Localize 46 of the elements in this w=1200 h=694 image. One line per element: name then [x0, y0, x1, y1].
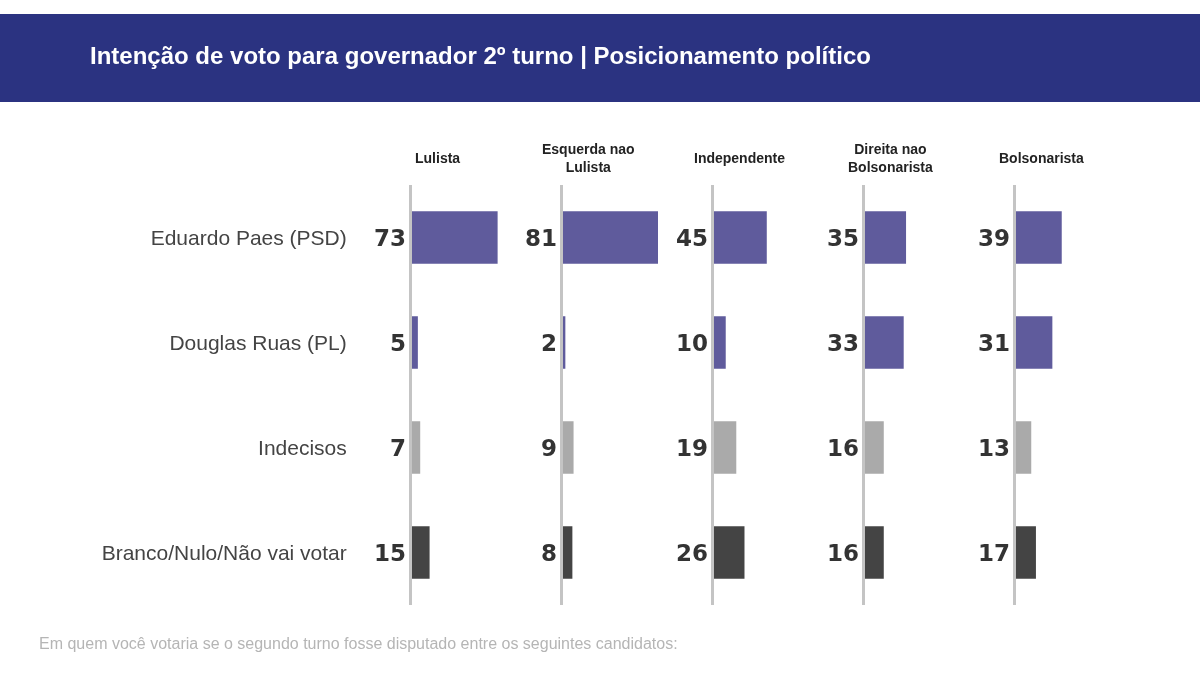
bar [412, 421, 421, 474]
chart-title: Bolsonarista [999, 150, 1085, 166]
bar [1016, 526, 1036, 579]
data-label: 35 [827, 225, 860, 251]
data-label: 39 [978, 225, 1011, 251]
data-label: 33 [827, 330, 860, 356]
y-tick-label: Douglas Ruas (PL) [169, 330, 347, 354]
bar [714, 526, 745, 579]
y-tick-label: Branco/Nulo/Não vai votar [101, 540, 347, 564]
text: Em quem você votaria se o segundo turno fosse disputado entre os seguintes candidatos: [39, 635, 678, 652]
y-tick-label: Indecisos [258, 435, 347, 459]
data-label: 45 [676, 225, 709, 251]
chart-title: Lulista [415, 150, 461, 166]
bar [412, 526, 430, 579]
data-label: 16 [827, 540, 860, 566]
text: Intenção de voto para governador 2º turno | Posicionamento político [90, 42, 871, 70]
bar [412, 211, 498, 264]
data-label: 2 [541, 330, 558, 356]
data-label: 13 [978, 435, 1011, 461]
data-label: 8 [541, 540, 558, 566]
chart-title: Esquerda nao Lulista [542, 141, 635, 176]
bar [563, 526, 573, 579]
bar [412, 316, 418, 369]
chart-title: Direita nao Bolsonarista [848, 141, 934, 176]
data-label: 5 [390, 330, 407, 356]
data-label: 26 [676, 540, 709, 566]
bar [714, 316, 726, 369]
bar [563, 421, 574, 474]
data-label: 19 [676, 435, 709, 461]
data-label: 81 [525, 225, 558, 251]
bar [714, 421, 737, 474]
data-label: 15 [374, 540, 407, 566]
data-label: 10 [676, 330, 709, 356]
bar [1016, 211, 1062, 264]
data-label: 31 [978, 330, 1011, 356]
bar [714, 211, 767, 264]
y-tick-label: Eduardo Paes (PSD) [150, 225, 347, 249]
data-label: 9 [541, 435, 558, 461]
data-label: 16 [827, 435, 860, 461]
bar [563, 211, 658, 264]
chart-title: Independente [694, 150, 786, 166]
data-label: 17 [978, 540, 1011, 566]
data-label: 7 [390, 435, 407, 461]
bar [1016, 421, 1032, 474]
bar [1016, 316, 1053, 369]
data-label: 73 [374, 225, 407, 251]
